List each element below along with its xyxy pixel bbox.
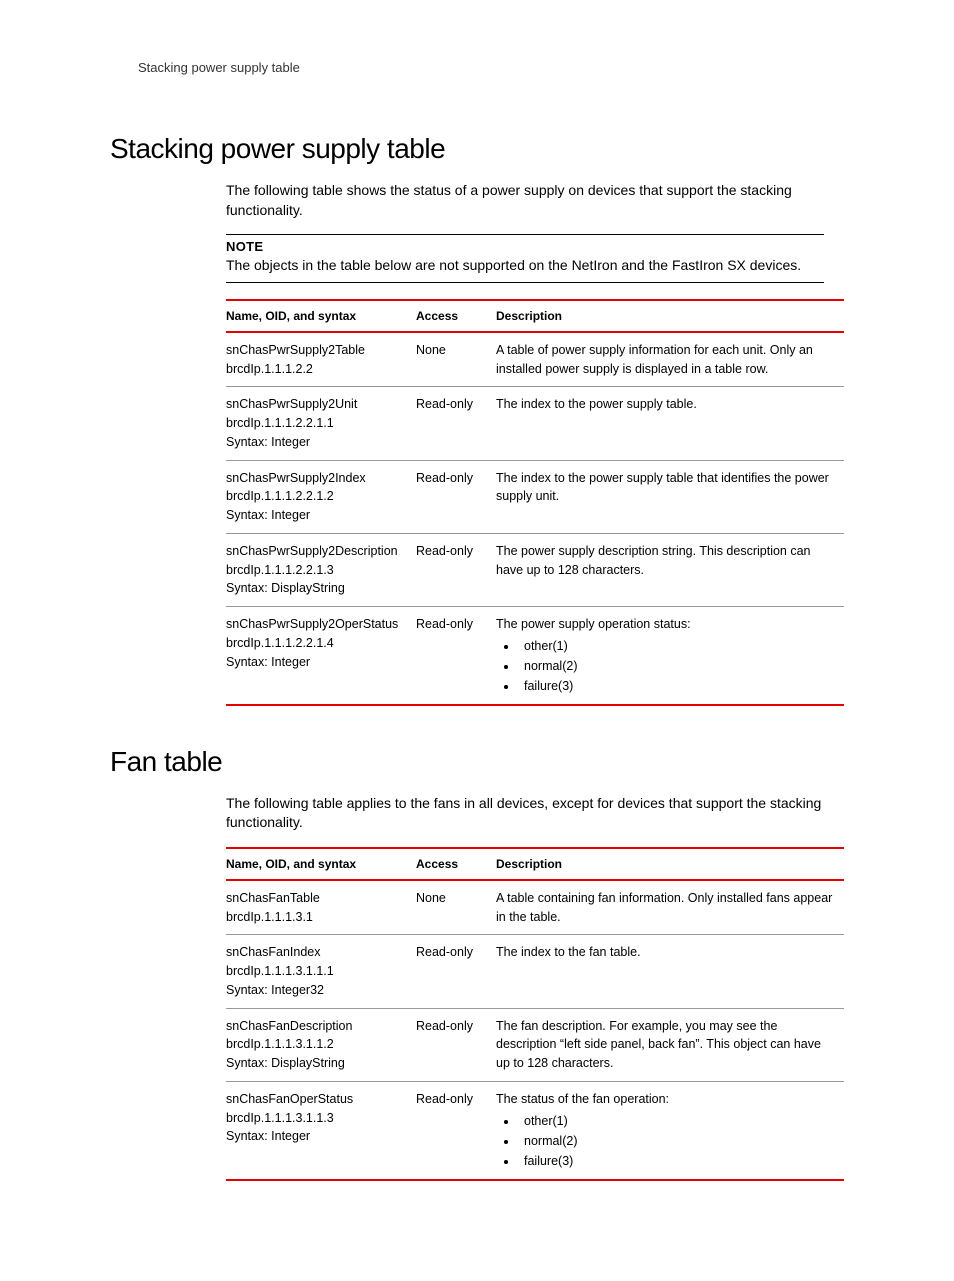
name-line: brcdIp.1.1.1.2.2 [226,360,408,379]
table-row: snChasPwrSupply2TablebrcdIp.1.1.1.2.2Non… [226,332,844,387]
name-line: brcdIp.1.1.1.2.2.1.2 [226,487,408,506]
name-line: snChasFanOperStatus [226,1090,408,1109]
status-item: normal(2) [518,1131,836,1151]
cell-access: Read-only [416,387,496,460]
cell-name: snChasPwrSupply2OperStatusbrcdIp.1.1.1.2… [226,607,416,705]
table-row: snChasPwrSupply2DescriptionbrcdIp.1.1.1.… [226,533,844,606]
cell-access: Read-only [416,1008,496,1081]
cell-name: snChasFanDescriptionbrcdIp.1.1.1.3.1.1.2… [226,1008,416,1081]
name-line: brcdIp.1.1.1.2.2.1.3 [226,561,408,580]
name-line: snChasFanIndex [226,943,408,962]
description-intro: The status of the fan operation: [496,1090,836,1109]
cell-name: snChasPwrSupply2DescriptionbrcdIp.1.1.1.… [226,533,416,606]
name-line: brcdIp.1.1.1.3.1 [226,908,408,927]
name-line: brcdIp.1.1.1.3.1.1.2 [226,1035,408,1054]
name-line: snChasPwrSupply2Description [226,542,408,561]
description-intro: The power supply operation status: [496,615,836,634]
status-list: other(1)normal(2)failure(3) [496,1111,836,1171]
cell-access: None [416,880,496,935]
cell-name: snChasPwrSupply2UnitbrcdIp.1.1.1.2.2.1.1… [226,387,416,460]
status-item: normal(2) [518,656,836,676]
col-description: Description [496,848,844,880]
col-access: Access [416,300,496,332]
cell-name: snChasPwrSupply2TablebrcdIp.1.1.1.2.2 [226,332,416,387]
cell-access: Read-only [416,533,496,606]
table-row: snChasPwrSupply2IndexbrcdIp.1.1.1.2.2.1.… [226,460,844,533]
table-row: snChasFanTablebrcdIp.1.1.1.3.1NoneA tabl… [226,880,844,935]
breadcrumb: Stacking power supply table [138,60,844,75]
status-list: other(1)normal(2)failure(3) [496,636,836,696]
status-item: failure(3) [518,676,836,696]
name-line: brcdIp.1.1.1.2.2.1.1 [226,414,408,433]
name-line: snChasPwrSupply2Table [226,341,408,360]
table-row: snChasPwrSupply2OperStatusbrcdIp.1.1.1.2… [226,607,844,705]
table-row: snChasFanDescriptionbrcdIp.1.1.1.3.1.1.2… [226,1008,844,1081]
name-line: snChasPwrSupply2Unit [226,395,408,414]
col-description: Description [496,300,844,332]
name-line: snChasPwrSupply2OperStatus [226,615,408,634]
table-header-row: Name, OID, and syntax Access Description [226,848,844,880]
cell-access: Read-only [416,935,496,1008]
col-access: Access [416,848,496,880]
table-row: snChasPwrSupply2UnitbrcdIp.1.1.1.2.2.1.1… [226,387,844,460]
status-item: failure(3) [518,1151,836,1171]
cell-description: The power supply operation status: other(… [496,607,844,705]
section1-intro: The following table shows the status of … [226,181,824,220]
cell-description: The index to the power supply table. [496,387,844,460]
cell-access: None [416,332,496,387]
stacking-power-supply-table: Name, OID, and syntax Access Description… [226,299,844,706]
section-heading-fan: Fan table [110,746,844,778]
name-line: Syntax: DisplayString [226,579,408,598]
cell-description: The status of the fan operation: other(1)… [496,1081,844,1179]
name-line: snChasFanTable [226,889,408,908]
section2-intro: The following table applies to the fans … [226,794,824,833]
note-text: The objects in the table below are not s… [226,256,824,276]
name-line: snChasFanDescription [226,1017,408,1036]
status-item: other(1) [518,636,836,656]
cell-name: snChasFanTablebrcdIp.1.1.1.3.1 [226,880,416,935]
name-line: brcdIp.1.1.1.2.2.1.4 [226,634,408,653]
table-header-row: Name, OID, and syntax Access Description [226,300,844,332]
name-line: Syntax: Integer [226,433,408,452]
fan-table: Name, OID, and syntax Access Description… [226,847,844,1181]
name-line: brcdIp.1.1.1.3.1.1.1 [226,962,408,981]
cell-description: The index to the power supply table that… [496,460,844,533]
col-name: Name, OID, and syntax [226,300,416,332]
cell-name: snChasFanIndexbrcdIp.1.1.1.3.1.1.1Syntax… [226,935,416,1008]
table-row: snChasFanIndexbrcdIp.1.1.1.3.1.1.1Syntax… [226,935,844,1008]
name-line: snChasPwrSupply2Index [226,469,408,488]
note-block: NOTE The objects in the table below are … [226,234,824,283]
name-line: Syntax: Integer [226,506,408,525]
cell-description: The fan description. For example, you ma… [496,1008,844,1081]
note-label: NOTE [226,239,824,254]
cell-access: Read-only [416,607,496,705]
status-item: other(1) [518,1111,836,1131]
cell-description: The power supply description string. Thi… [496,533,844,606]
cell-description: A table of power supply information for … [496,332,844,387]
name-line: brcdIp.1.1.1.3.1.1.3 [226,1109,408,1128]
cell-description: The index to the fan table. [496,935,844,1008]
col-name: Name, OID, and syntax [226,848,416,880]
name-line: Syntax: Integer [226,1127,408,1146]
name-line: Syntax: Integer32 [226,981,408,1000]
cell-access: Read-only [416,1081,496,1179]
cell-description: A table containing fan information. Only… [496,880,844,935]
table-row: snChasFanOperStatusbrcdIp.1.1.1.3.1.1.3S… [226,1081,844,1179]
name-line: Syntax: Integer [226,653,408,672]
cell-name: snChasFanOperStatusbrcdIp.1.1.1.3.1.1.3S… [226,1081,416,1179]
section-heading-stacking: Stacking power supply table [110,133,844,165]
cell-name: snChasPwrSupply2IndexbrcdIp.1.1.1.2.2.1.… [226,460,416,533]
cell-access: Read-only [416,460,496,533]
name-line: Syntax: DisplayString [226,1054,408,1073]
